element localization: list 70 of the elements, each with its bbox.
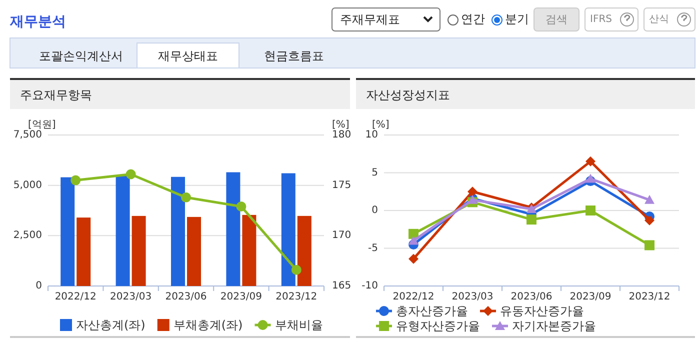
x-tick-label: 2023/09 [570, 292, 612, 302]
y-tick-label: 0 [36, 280, 42, 292]
text: 포괄손익계산서 [39, 49, 123, 63]
point [586, 156, 596, 166]
bar [171, 176, 185, 286]
point [644, 194, 654, 204]
y-tick-label: 10 [365, 130, 378, 140]
x-tick-label: 2023/03 [110, 292, 152, 302]
point [408, 236, 418, 245]
point [291, 264, 302, 275]
y-tick-label: 7,500 [13, 130, 42, 140]
x-tick-label: 2023/12 [276, 292, 318, 302]
text: 분기 [505, 12, 529, 26]
y2-tick-label: 165 [332, 280, 352, 292]
y-tick-label: 2,500 [13, 230, 42, 242]
y2-tick-label: 175 [332, 180, 352, 191]
bar [76, 218, 91, 286]
y2-tick-label: 180 [332, 130, 352, 140]
x-tick-label: 2023/09 [220, 292, 262, 302]
legend-label: 유동자산증가율 [500, 304, 584, 318]
bar [242, 214, 256, 286]
point [586, 206, 596, 216]
point [408, 254, 418, 264]
text: 재무분석 [9, 14, 66, 30]
text: 연간 [461, 12, 485, 26]
y-axis-title: [%] [372, 120, 390, 130]
point [236, 201, 246, 212]
bar [187, 216, 201, 286]
bar [226, 172, 240, 286]
x-tick-label: 2022/12 [392, 292, 434, 302]
point [586, 174, 596, 183]
x-tick-label: 2023/06 [165, 292, 207, 302]
y-tick-label: 5 [372, 167, 378, 178]
x-tick-label: 2023/03 [452, 292, 494, 302]
y-tick-label: 0 [372, 205, 378, 216]
x-tick-label: 2023/12 [628, 292, 670, 302]
point [181, 192, 191, 202]
legend-label: 유형자산증가율 [396, 319, 480, 333]
chart-title: 자산성장성지표 [366, 88, 450, 102]
bar [297, 216, 312, 286]
bar [116, 175, 130, 286]
text: 검색 [546, 13, 568, 26]
legend-label: 부채총계(좌) [173, 318, 243, 332]
y-tick-label: -5 [368, 242, 378, 254]
bar [132, 216, 146, 286]
legend-label: 총자산증가율 [396, 304, 468, 318]
legend-label: 부채비율 [274, 318, 323, 332]
bar [60, 177, 75, 286]
text: 산식 [649, 14, 669, 25]
text: 현금흐름표 [264, 49, 324, 63]
x-tick-label: 2023/06 [510, 292, 552, 302]
legend-label: 자기자본증가율 [512, 319, 596, 333]
point [644, 215, 654, 226]
text: 주재무제표 [340, 12, 400, 26]
point [126, 169, 136, 180]
bar [281, 173, 296, 286]
text: IFRS [590, 14, 612, 25]
y-tick-label: -10 [362, 280, 378, 292]
text: 재무상태표 [158, 49, 218, 63]
y2-tick-label: 170 [332, 230, 352, 242]
point [526, 214, 536, 225]
point [70, 175, 81, 186]
x-tick-label: 2022/12 [54, 292, 96, 302]
y2-axis-title: [%] [332, 120, 350, 130]
point [644, 240, 654, 250]
point [468, 186, 478, 197]
legend-label: 자산총계(좌) [76, 318, 146, 332]
y-tick-label: 5,000 [13, 180, 42, 191]
y-axis-title: [억원] [28, 120, 56, 130]
chart-title: 주요재무항목 [20, 88, 92, 102]
